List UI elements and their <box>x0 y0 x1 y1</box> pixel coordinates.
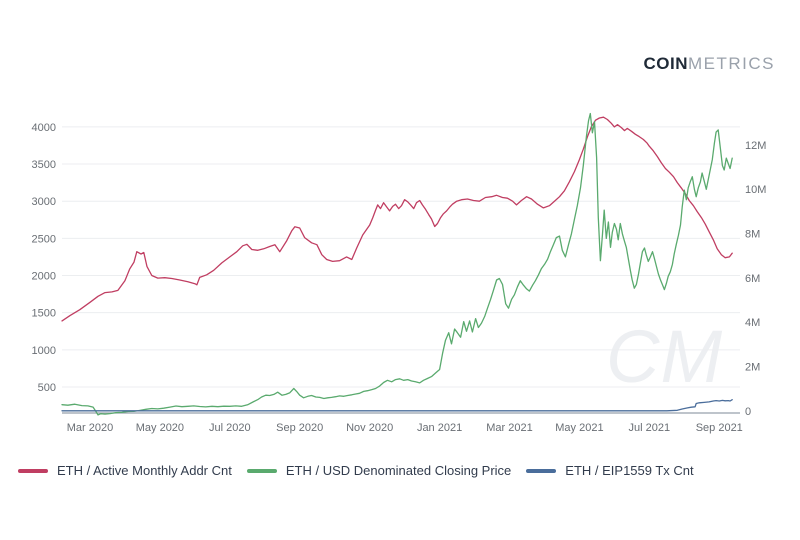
legend-item-0[interactable]: ETH / Active Monthly Addr Cnt <box>18 463 232 478</box>
x-axis-label: Jan 2021 <box>417 422 462 434</box>
series-line-1 <box>61 112 733 416</box>
cm-watermark: CM <box>606 315 724 398</box>
y-axis-label-left: 3500 <box>32 159 56 171</box>
legend-swatch-icon <box>246 468 277 473</box>
legend-swatch-icon <box>526 468 557 473</box>
logo-metrics-text: METRICS <box>688 54 775 73</box>
y-axis-label-left: 1500 <box>32 308 56 320</box>
y-axis-label-right: 4M <box>745 317 760 329</box>
x-axis-label: Jul 2020 <box>209 422 251 434</box>
y-axis-label-right: 12M <box>745 140 766 152</box>
y-axis-label-right: 2M <box>745 361 760 373</box>
y-axis-label-right: 6M <box>745 273 760 285</box>
x-axis-label: Jul 2021 <box>629 422 671 434</box>
y-axis-label-right: 0 <box>745 406 751 418</box>
legend-swatch-icon <box>18 468 48 473</box>
x-axis-label: Sep 2021 <box>696 422 743 434</box>
x-axis-label: May 2020 <box>136 422 184 434</box>
legend-item-1[interactable]: ETH / USD Denominated Closing Price <box>246 463 512 478</box>
series-line-2 <box>61 399 733 412</box>
x-axis-label: Sep 2020 <box>276 422 323 434</box>
y-axis-label-right: 8M <box>745 229 760 241</box>
series-line-0 <box>61 116 733 322</box>
x-axis-label: Nov 2020 <box>346 422 393 434</box>
y-axis-label-left: 2000 <box>32 271 56 283</box>
coinmetrics-logo: COINMETRICS <box>644 54 776 74</box>
legend-label: ETH / USD Denominated Closing Price <box>285 463 512 478</box>
y-axis-label-left: 4000 <box>32 122 56 134</box>
y-axis-label-left: 1000 <box>32 345 56 357</box>
legend-label: ETH / EIP1559 Tx Cnt <box>565 463 694 478</box>
y-axis-label-left: 2500 <box>32 233 56 245</box>
y-axis-label-right: 10M <box>745 184 766 196</box>
chart-legend: ETH / Active Monthly Addr Cnt ETH / USD D… <box>18 463 694 478</box>
y-axis-label-left: 500 <box>38 382 56 394</box>
x-axis-label: Mar 2020 <box>67 422 113 434</box>
logo-coin-text: COIN <box>643 54 688 73</box>
y-axis-label-left: 3000 <box>32 196 56 208</box>
legend-item-2[interactable]: ETH / EIP1559 Tx Cnt <box>526 463 694 478</box>
legend-label: ETH / Active Monthly Addr Cnt <box>57 463 232 478</box>
x-axis-label: Mar 2021 <box>486 422 532 434</box>
x-axis-label: May 2021 <box>555 422 603 434</box>
